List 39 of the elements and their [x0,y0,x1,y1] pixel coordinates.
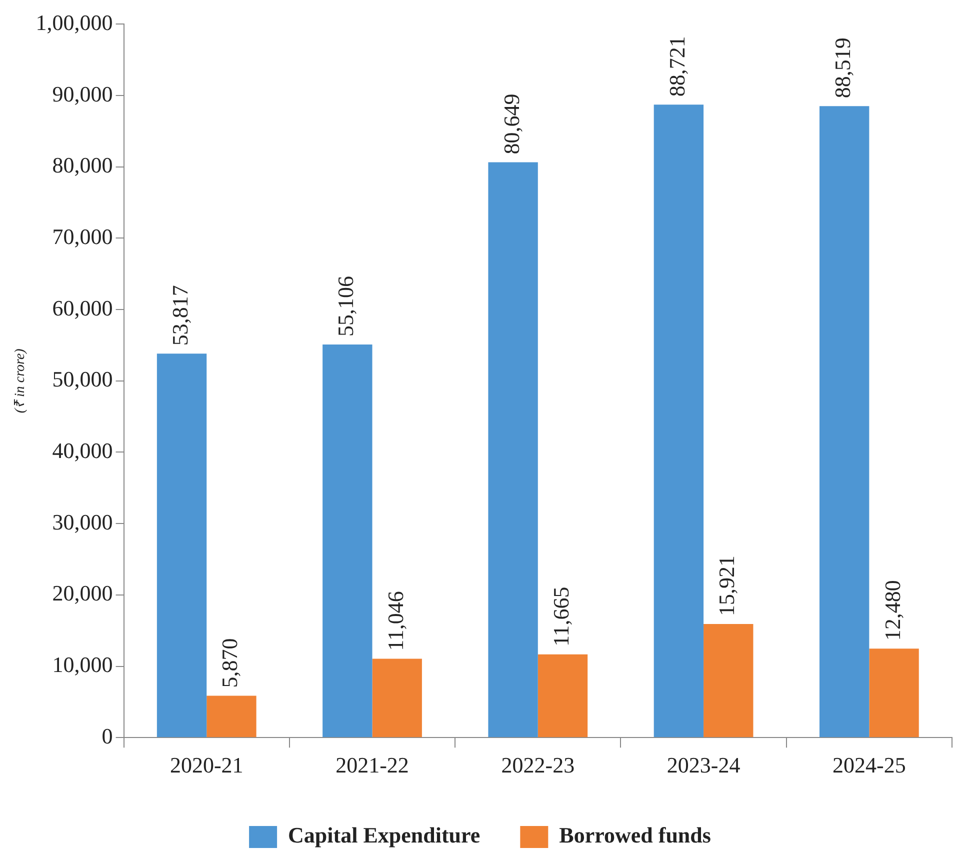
y-tick-label: 1,00,000 [36,10,113,35]
bar [704,624,754,738]
bar [488,162,538,738]
x-tick-label: 2024-25 [832,752,906,778]
y-tick-label: 50,000 [52,366,113,392]
data-label: 15,921 [714,556,740,616]
data-label: 88,721 [664,36,690,97]
bar [206,696,256,738]
data-label: 53,817 [168,285,193,346]
y-tick-label: 10,000 [52,652,113,678]
bar [538,654,588,738]
x-tick-label: 2020-21 [170,752,244,778]
bar [654,104,704,738]
y-tick-label: 60,000 [52,295,113,320]
legend-label: Borrowed funds [559,822,712,848]
y-tick-label: 30,000 [52,509,113,534]
bar [869,648,919,738]
y-tick-label: 20,000 [52,580,113,606]
data-label: 5,870 [217,638,242,688]
data-label: 12,480 [880,580,905,641]
data-label: 11,046 [382,591,408,651]
y-tick-label: 70,000 [52,224,113,249]
legend-label: Capital Expenditure [288,822,480,848]
data-label: 55,106 [333,276,358,336]
bar [156,354,207,738]
bar [322,344,372,738]
bar [819,106,870,738]
y-axis-title: (₹ in crore) [13,348,28,414]
data-label: 11,665 [548,586,574,646]
data-label: 80,649 [498,94,524,154]
x-tick-label: 2022-23 [501,752,575,778]
y-tick-label: 90,000 [52,81,113,106]
y-tick-label: 40,000 [52,438,113,464]
data-label: 88,519 [830,38,856,98]
y-tick-label: 0 [102,723,113,748]
x-tick-label: 2021-22 [336,752,409,778]
bar [372,658,422,738]
x-tick-label: 2023-24 [666,752,740,778]
y-tick-label: 80,000 [52,152,113,178]
